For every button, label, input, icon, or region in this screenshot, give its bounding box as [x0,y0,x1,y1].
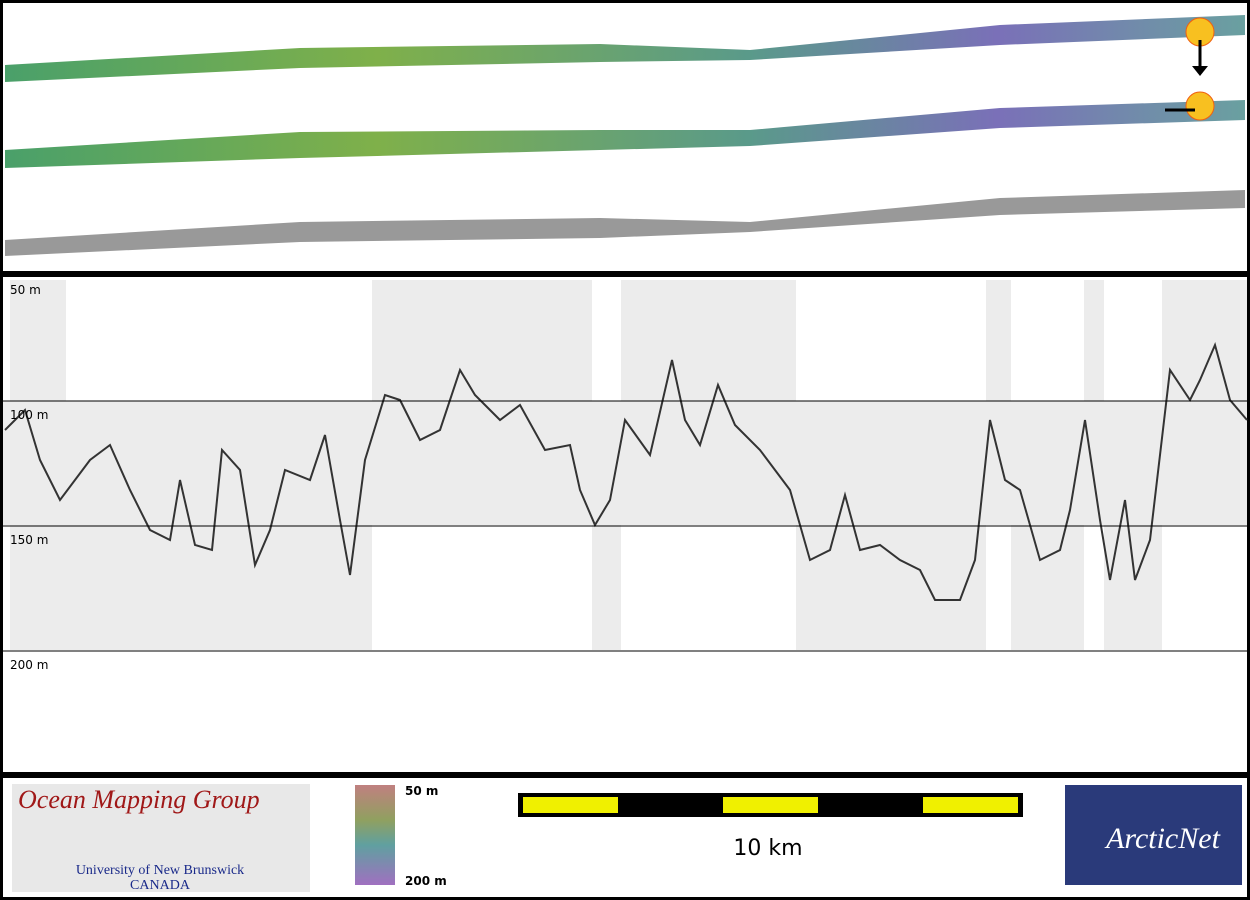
scale-segment [923,797,1018,813]
swath-bathymetry-1 [5,15,1245,82]
omg-logo [12,784,310,892]
arcticnet-text: ArcticNet [1104,822,1221,855]
marker [1185,91,1215,121]
depth-label: 200 m [10,658,48,672]
scale-label: 10 km [733,836,802,861]
swath-backscatter [5,190,1245,256]
depth-label: 50 m [10,283,41,297]
depth-label: 100 m [10,408,48,422]
scale-segment [723,797,818,813]
omg-line: CANADA [130,878,191,893]
depth-label: 150 m [10,533,48,547]
omg-line: University of New Brunswick [76,863,244,878]
scale-segment [523,797,618,813]
colorbar [355,785,395,885]
swath-bathymetry-2 [5,100,1245,168]
colorbar-label: 200 m [405,874,447,888]
seabed-profile [4,341,1248,601]
colorbar-label: 50 m [405,784,438,798]
depth-grid [3,400,1247,652]
arrowhead [1192,66,1208,76]
echogram-shading [3,280,1247,650]
omg-title: Ocean Mapping Group [18,785,260,814]
arcticnet-logo [1065,785,1242,885]
